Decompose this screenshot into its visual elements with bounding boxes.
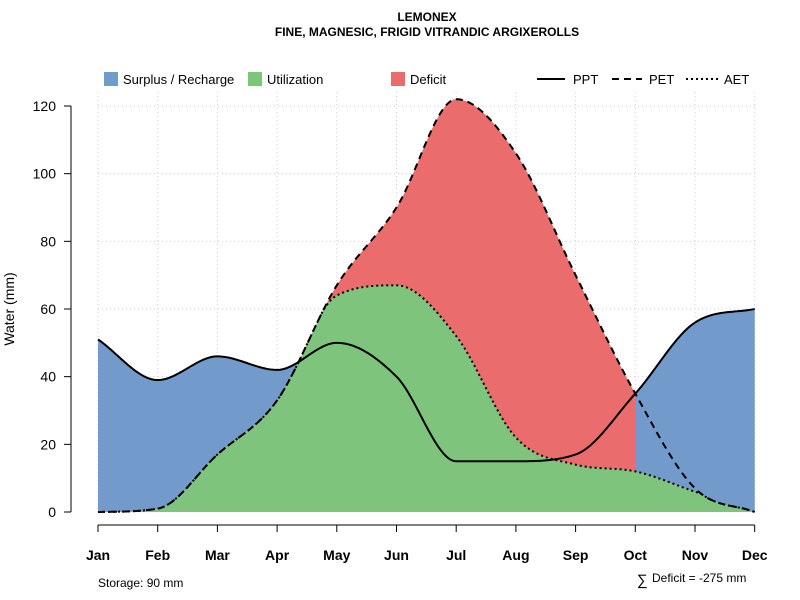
x-tick-label-Feb: Feb	[145, 547, 170, 563]
deficit-note: Deficit = -275 mm	[652, 571, 746, 585]
legend-label-aet: AET	[724, 72, 749, 87]
legend-label-surplus: Surplus / Recharge	[123, 72, 234, 87]
legend-label-deficit: Deficit	[410, 72, 447, 87]
y-tick-label-20: 20	[40, 436, 56, 452]
legend-label-ppt: PPT	[573, 72, 598, 87]
legend: Surplus / Recharge Utilization Deficit P…	[104, 72, 749, 87]
line-layer	[97, 98, 756, 513]
chart-subtitle: FINE, MAGNESIC, FRIGID VITRANDIC ARGIXER…	[275, 25, 579, 39]
chart-title: LEMONEX	[397, 10, 456, 24]
legend-label-utilization: Utilization	[267, 72, 323, 87]
y-tick-label-0: 0	[48, 504, 56, 520]
x-tick-label-Aug: Aug	[502, 547, 529, 563]
y-tick-label-100: 100	[33, 166, 57, 182]
series-line-ppt	[97, 308, 755, 463]
legend-swatch-utilization	[248, 72, 262, 86]
area-layer	[98, 99, 755, 512]
x-tick-label-Nov: Nov	[682, 547, 709, 563]
sum-icon: ∑	[637, 572, 648, 589]
x-tick-label-Oct: Oct	[624, 547, 648, 563]
legend-swatch-surplus	[104, 72, 118, 86]
x-tick-label-May: May	[323, 547, 350, 563]
y-tick-label-60: 60	[40, 301, 56, 317]
legend-label-pet: PET	[649, 72, 674, 87]
series-line-aet	[97, 284, 756, 513]
series-line-pet	[97, 98, 756, 513]
y-tick-label-80: 80	[40, 233, 56, 249]
y-tick-label-40: 40	[40, 369, 56, 385]
x-tick-label-Jun: Jun	[384, 547, 409, 563]
x-tick-label-Dec: Dec	[742, 547, 768, 563]
x-tick-label-Mar: Mar	[205, 547, 230, 563]
x-tick-label-Sep: Sep	[563, 547, 589, 563]
area-utilization	[98, 285, 755, 512]
y-axis-label: Water (mm)	[1, 272, 17, 345]
x-tick-label-Jan: Jan	[86, 547, 110, 563]
legend-swatch-deficit	[391, 72, 405, 86]
storage-note: Storage: 90 mm	[98, 576, 183, 590]
x-tick-label-Jul: Jul	[446, 547, 466, 563]
x-tick-label-Apr: Apr	[265, 547, 290, 563]
axes: 0 20 40 60 80 100 120 Jan Feb Mar Apr May Jun Jul Aug S…	[33, 98, 768, 563]
y-tick-label-120: 120	[33, 98, 57, 114]
